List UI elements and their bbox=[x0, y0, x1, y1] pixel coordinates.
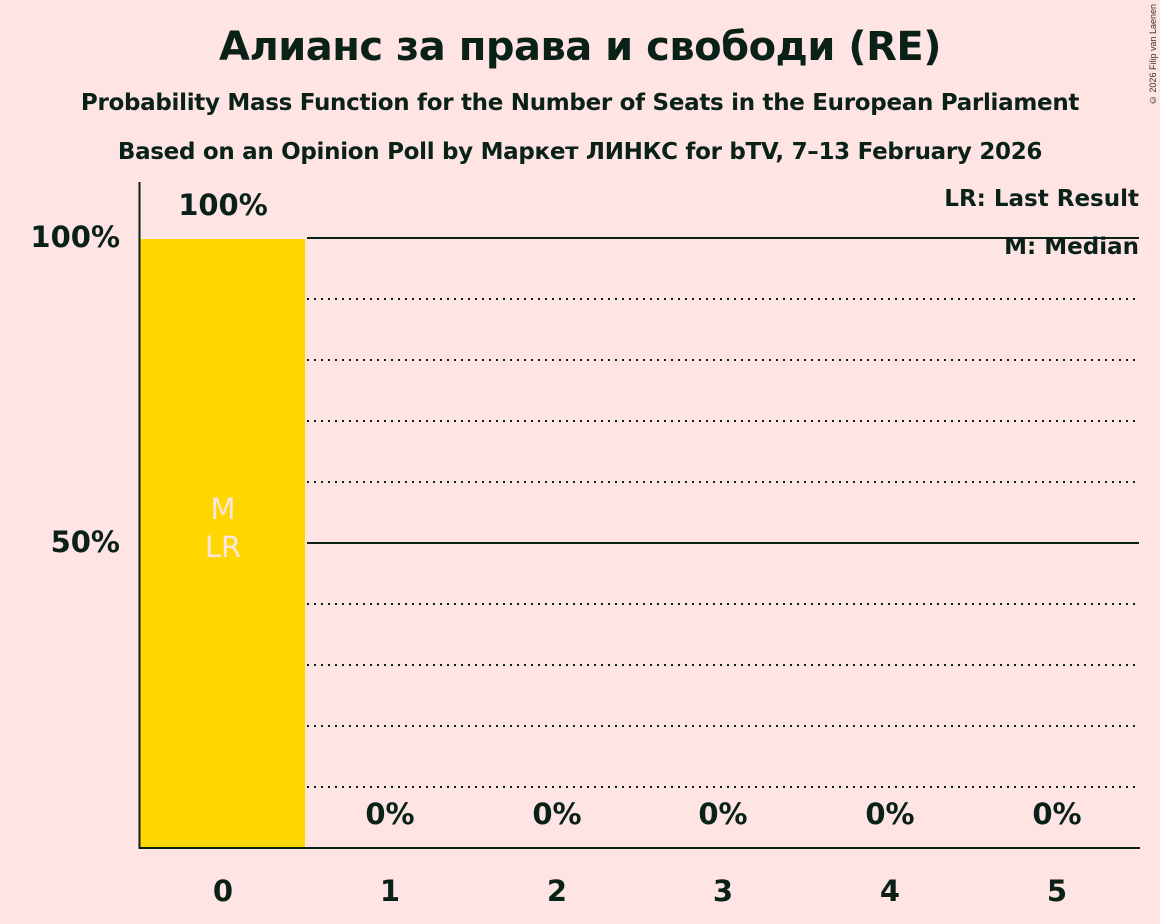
x-tick-3: 3 bbox=[712, 874, 734, 908]
chart-source: Based on an Opinion Poll by Маркет ЛИНКС… bbox=[117, 139, 1043, 165]
bar-value-label: 0% bbox=[532, 797, 582, 831]
x-tick-2: 2 bbox=[546, 874, 568, 908]
bar-value-label: 0% bbox=[1032, 797, 1082, 831]
x-tick-1: 1 bbox=[379, 874, 401, 908]
legend-median: M: Median bbox=[1004, 234, 1139, 260]
x-tick-4: 4 bbox=[879, 874, 901, 908]
bar-0-seats bbox=[140, 239, 305, 848]
minor-gridlines bbox=[307, 298, 1139, 788]
median-marker: M bbox=[210, 492, 236, 526]
bar-value-label: 100% bbox=[178, 188, 268, 222]
x-tick-5: 5 bbox=[1046, 874, 1068, 908]
chart-title: Алианс за права и свободи (RE) bbox=[218, 24, 942, 70]
last-result-marker: LR bbox=[204, 530, 242, 564]
x-tick-0: 0 bbox=[212, 874, 234, 908]
y-tick-100: 100% bbox=[30, 220, 120, 254]
major-gridlines bbox=[307, 237, 1139, 544]
y-tick-50: 50% bbox=[50, 525, 120, 559]
bar-value-label: 0% bbox=[698, 797, 748, 831]
chart-subtitle: Probability Mass Function for the Number… bbox=[80, 90, 1080, 116]
legend-last-result: LR: Last Result bbox=[944, 186, 1139, 212]
bar-value-label: 0% bbox=[865, 797, 915, 831]
bar-value-label: 0% bbox=[365, 797, 415, 831]
